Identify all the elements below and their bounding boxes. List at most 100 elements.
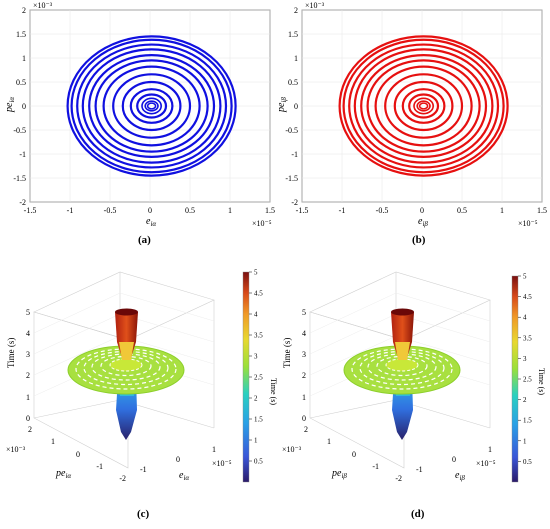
- orbit-line: [112, 73, 192, 139]
- svg-text:2: 2: [304, 425, 308, 434]
- colorbar-label: Time (s): [269, 378, 278, 405]
- svg-text:0: 0: [302, 414, 306, 423]
- x-tick-label: 0: [148, 206, 152, 215]
- svg-text:-2: -2: [119, 474, 126, 483]
- y-tick-label: -0.5: [285, 126, 298, 135]
- orbit-line: [141, 97, 163, 115]
- y-tick-label: 0.5: [288, 78, 298, 87]
- colorbar-tick-label: 4.5: [254, 290, 263, 298]
- svg-text:-1: -1: [372, 462, 379, 471]
- colorbar-tick-label: 4: [254, 311, 258, 319]
- y-axis-label: peiβ: [331, 468, 347, 480]
- orbit-line: [416, 100, 431, 112]
- orbit-line: [366, 59, 481, 153]
- x-tick-label: 0: [420, 206, 424, 215]
- colorbar-tick-label: 1.5: [523, 417, 532, 425]
- panel-caption: (c): [137, 508, 150, 520]
- y-tick-label: 1.5: [16, 30, 26, 39]
- x-tick-label: 1.5: [265, 206, 275, 215]
- orbit-line: [102, 65, 201, 147]
- svg-text:2: 2: [28, 425, 32, 434]
- orbit-line: [342, 38, 505, 174]
- phase-plot-b: -1.5 -1 -0.5 0 0.5 1 1.5 21.510.50-0.5-1-1.5-2…: [276, 1, 547, 246]
- svg-text:0: 0: [352, 450, 356, 459]
- y-exponent: ×10⁻³: [305, 1, 325, 10]
- z-axis-label: Time (s): [282, 338, 292, 368]
- x-axis-label: eiα: [146, 216, 156, 228]
- y-exponent: ×10⁻³: [33, 1, 53, 10]
- x-tick-label: 1: [500, 206, 504, 215]
- x-exponent: ×10⁻⁵: [252, 219, 272, 228]
- y-axis-label: peiα: [4, 97, 16, 113]
- 3d-plot-c: 0 1 2 3 4 5 Time (s) 2 1 0 -1: [6, 269, 278, 521]
- y-axis-label: peiβ: [276, 97, 288, 113]
- colorbar-tick-label: 5: [254, 269, 258, 277]
- y-tick-label: -1: [19, 150, 26, 159]
- colorbar-tick-label: 0.5: [523, 458, 532, 466]
- orbit-line: [413, 97, 435, 115]
- svg-text:-1: -1: [96, 462, 103, 471]
- x-tick-label: 0.5: [185, 206, 195, 215]
- svg-text:1: 1: [26, 393, 30, 402]
- svg-text:-2: -2: [395, 474, 402, 483]
- y-ticks: 2 1.5 1 0.5 0 -0.5 -1 -1.5 -2: [285, 6, 298, 207]
- colorbar-tick-label: 3: [523, 355, 527, 363]
- colorbar-ticks: 5 4.5 4 3.5 3 2.5 2 1.5 1 0.5: [518, 273, 532, 466]
- colorbar: [511, 275, 519, 483]
- orbit-line: [121, 80, 182, 132]
- panel-caption: (a): [138, 234, 151, 246]
- y-tick-label: -0.5: [13, 126, 26, 135]
- colorbar-tick-label: 2.5: [523, 376, 532, 384]
- svg-text:1: 1: [302, 393, 306, 402]
- y-tick-label: 2: [294, 6, 298, 15]
- orbit-line: [384, 73, 464, 139]
- colorbar-tick-label: 2: [523, 396, 527, 404]
- y-tick-label: 2: [22, 6, 26, 15]
- orbit-line: [136, 93, 168, 119]
- orbit-line: [146, 102, 157, 110]
- svg-text:4: 4: [302, 329, 306, 338]
- orbit-line: [66, 35, 237, 177]
- colorbar: [242, 271, 250, 483]
- x-tick-label: -0.5: [376, 206, 389, 215]
- orbit-line: [408, 93, 440, 119]
- y-tick-label: -1: [291, 150, 298, 159]
- y-axis-ticks: 2 1 0 -1 -2: [304, 425, 402, 483]
- x-tick-label: 1.5: [537, 206, 547, 215]
- x-ticks: -1.5 -1 -0.5 0 0.5 1 1.5: [24, 206, 275, 215]
- orbit-line: [81, 48, 222, 164]
- orbit-line: [418, 102, 429, 110]
- x-tick-label: -1: [67, 206, 74, 215]
- grid: [29, 9, 271, 203]
- orbit-line: [360, 54, 488, 158]
- orbit-line: [401, 88, 446, 124]
- svg-text:-1: -1: [416, 465, 423, 474]
- x-tick-label: 0.5: [457, 206, 467, 215]
- x-tick-label: -1.5: [24, 206, 37, 215]
- colorbar-ticks: 5 4.5 4 3.5 3 2.5 2 1.5 1 0.5: [249, 269, 263, 466]
- orbit-series: [66, 35, 237, 177]
- panel-caption: (b): [412, 234, 426, 246]
- colorbar-tick-label: 1.5: [254, 416, 263, 424]
- y-tick-label: -1.5: [13, 174, 26, 183]
- svg-text:0: 0: [176, 455, 180, 464]
- orbit-line: [338, 35, 509, 177]
- z-axis-ticks: 0 1 2 3 4 5: [302, 308, 306, 423]
- orbit-line: [374, 65, 473, 147]
- orbit-line: [129, 88, 174, 124]
- orbit-line: [348, 43, 500, 169]
- svg-text:1: 1: [327, 437, 331, 446]
- svg-text:3: 3: [26, 350, 30, 359]
- x-exponent: ×10⁻⁵: [212, 459, 232, 468]
- y-tick-label: 0: [294, 102, 298, 111]
- x-tick-label: -1.5: [296, 206, 309, 215]
- orbit-line: [393, 80, 454, 132]
- svg-text:0: 0: [26, 414, 30, 423]
- z-axis-label: Time (s): [6, 338, 16, 368]
- orbit-line: [144, 100, 159, 112]
- x-axis-label: eiα: [179, 470, 189, 482]
- x-axis-label: eiβ: [455, 470, 465, 482]
- colorbar-tick-label: 1: [254, 437, 258, 445]
- y-tick-label: -2: [291, 198, 298, 207]
- y-exponent: ×10⁻³: [6, 445, 26, 454]
